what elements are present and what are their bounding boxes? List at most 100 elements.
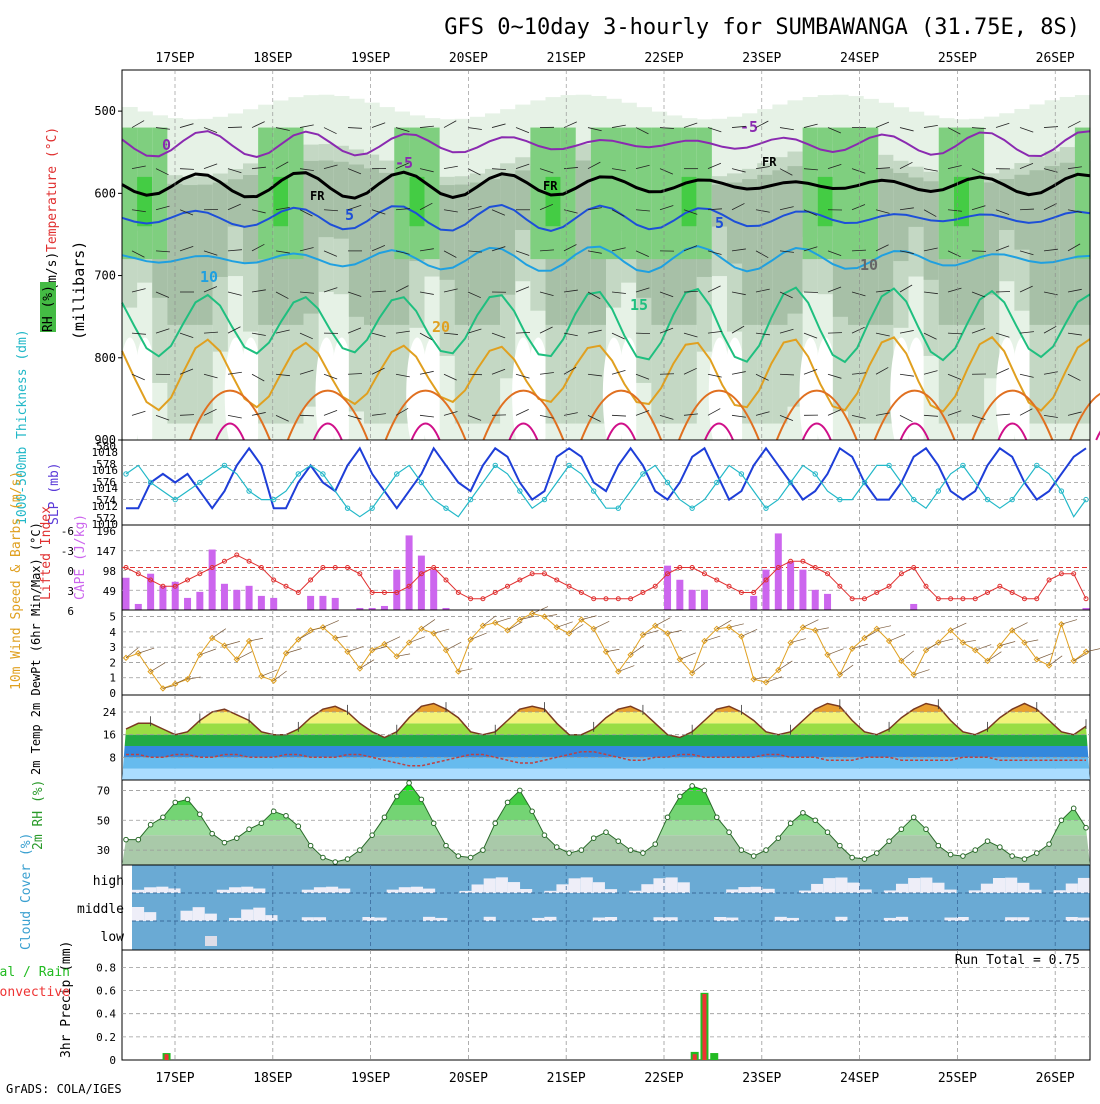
rh-cell: [394, 128, 410, 260]
cape-bar: [787, 562, 794, 610]
cape-bar: [750, 596, 757, 610]
cloud-cell-high: [750, 887, 762, 893]
precip-tick: 0: [109, 1054, 116, 1067]
wind-barb-10m: [803, 620, 818, 628]
slp-tick: 1014: [92, 482, 119, 495]
wind-barb-10m: [261, 670, 277, 676]
rh-point: [542, 833, 547, 838]
pressure-tick: 500: [94, 104, 116, 118]
cloud-cell-middle: [714, 917, 726, 921]
cloud-cell-middle: [241, 909, 253, 921]
precip-tick: 0.4: [96, 1008, 116, 1021]
cloud-cell-high: [1017, 883, 1029, 893]
cape-bar: [812, 590, 819, 610]
rh-point: [444, 843, 449, 848]
rh-point: [653, 842, 658, 847]
cape-bar: [406, 535, 413, 610]
cape-bar: [221, 584, 228, 610]
wind-speed-tick: 5: [109, 611, 116, 624]
wind-barb-10m: [434, 629, 449, 633]
date-label-top: 24SEP: [840, 51, 879, 66]
rh-point: [850, 855, 855, 860]
wind-speed-tick: 1: [109, 672, 116, 685]
contour-label: 15: [630, 296, 648, 314]
date-label-top: 25SEP: [938, 51, 977, 66]
wind-barb-10m: [1024, 640, 1038, 643]
rh-cell: [757, 175, 773, 325]
wind-barb-10m: [901, 651, 913, 661]
rh-point: [284, 813, 289, 818]
rh-point: [813, 818, 818, 823]
date-label-top: 23SEP: [742, 51, 781, 66]
slp-tick: 1012: [92, 500, 119, 513]
date-label-bottom: 21SEP: [547, 1071, 586, 1086]
rh-point: [936, 843, 941, 848]
cloud-cell-high: [823, 878, 835, 893]
cloud-cell-low: [205, 936, 217, 946]
cloud-cell-high: [981, 884, 993, 893]
cloud-cell-middle: [775, 917, 787, 921]
wind-axis-label: 10m Wind Speed & Barbs (m/s): [9, 471, 24, 690]
rh-point: [567, 851, 572, 856]
date-label-bottom: 24SEP: [840, 1071, 879, 1086]
cloud-cell-middle: [253, 908, 265, 921]
cloud-cell-high: [338, 889, 350, 893]
cloud-cell-middle: [132, 907, 144, 921]
date-label-bottom: 20SEP: [449, 1071, 488, 1086]
cloud-cell-middle: [726, 918, 738, 921]
contour-label: 10: [200, 268, 218, 286]
rh-point: [161, 815, 166, 820]
cloud-cell-high: [920, 878, 932, 893]
cape-bar: [135, 604, 142, 610]
rh-point: [136, 837, 141, 842]
cloud-cell-middle: [193, 907, 205, 921]
wind-speed-tick: 3: [109, 641, 116, 654]
cape-bar: [824, 594, 831, 610]
cloud-cell-high: [860, 889, 872, 893]
rh-point: [628, 848, 633, 853]
cloud-cell-middle: [957, 917, 969, 921]
rh-point: [727, 830, 732, 835]
temperature-band: [122, 769, 1090, 780]
wind-barb-10m: [360, 660, 374, 669]
cloud-cell-high: [229, 887, 241, 893]
cape-bar: [270, 598, 277, 610]
precip-convective-bar: [165, 1054, 169, 1060]
rh-point: [407, 781, 412, 786]
cape-tick: 196: [96, 525, 116, 538]
temperature-tick: 24: [103, 706, 117, 719]
cape-bar: [418, 556, 425, 610]
cloud-cell-middle: [605, 917, 617, 921]
rh-point: [185, 797, 190, 802]
rh-cell: [863, 128, 879, 260]
rh-point: [554, 845, 559, 850]
lifted-index-line: [126, 555, 1086, 599]
cloud-cell-middle: [544, 917, 556, 921]
wind-barb-10m: [495, 618, 511, 623]
date-label-top: 20SEP: [449, 51, 488, 66]
date-label-bottom: 26SEP: [1036, 1071, 1075, 1086]
date-label-top: 19SEP: [351, 51, 390, 66]
rh-point: [358, 848, 363, 853]
date-label-top: 18SEP: [253, 51, 292, 66]
wind-barb-10m: [1061, 620, 1077, 625]
cloud-cell-high: [993, 878, 1005, 893]
wind-barb-10m: [458, 669, 472, 672]
wind-barb-10m: [828, 649, 844, 655]
rh-cell: [984, 182, 1000, 294]
cape-bar: [393, 570, 400, 610]
cloud-cell-high: [1005, 878, 1017, 893]
rh-point: [148, 822, 153, 827]
cloud-cell-middle: [1066, 917, 1078, 921]
rh-point: [961, 854, 966, 859]
rh-point: [998, 845, 1003, 850]
cape-bar: [910, 604, 917, 610]
rh-point: [862, 857, 867, 862]
cloud-cell-middle: [314, 917, 326, 921]
wind-barb-10m: [606, 649, 619, 652]
rh-point: [985, 839, 990, 844]
cloud-cell-high: [835, 878, 847, 893]
cloud-cell-middle: [375, 918, 387, 921]
cloud-cell-middle: [666, 917, 678, 921]
wind-barb-10m: [581, 616, 596, 620]
